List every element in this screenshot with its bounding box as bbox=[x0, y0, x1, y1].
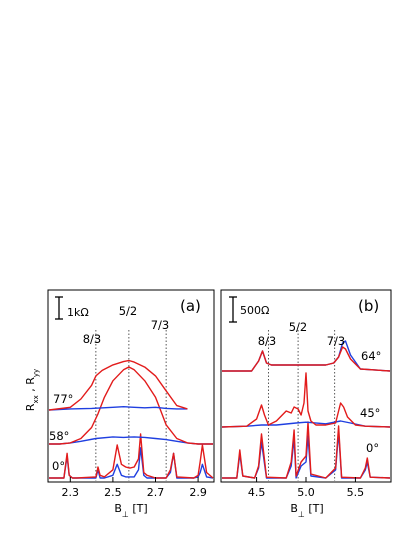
x-tick-label-a-2: 2.7 bbox=[147, 486, 165, 499]
x-axis-label-a: B⊥ [T] bbox=[114, 502, 147, 519]
x-tick-label-a-3: 2.9 bbox=[189, 486, 207, 499]
x-tick-label-b-2: 5.5 bbox=[347, 486, 365, 499]
y-axis-label: Rxx , Ryy bbox=[24, 369, 40, 411]
scale-bar-a-label: 1kΩ bbox=[67, 306, 89, 319]
fraction-label-b-7-3: 7/3 bbox=[327, 334, 346, 348]
fraction-label-a-5-2: 5/2 bbox=[119, 304, 138, 318]
panel-b-label: (b) bbox=[358, 297, 379, 315]
series-line-b-3 bbox=[221, 372, 391, 428]
series-line-a-1 bbox=[49, 433, 214, 479]
series-line-a-0 bbox=[49, 447, 214, 479]
angle-label-a-77: 77° bbox=[53, 392, 73, 406]
series-line-b-5 bbox=[222, 346, 391, 372]
panel-a-frame bbox=[47, 289, 215, 483]
panel-a-label: (a) bbox=[180, 297, 201, 315]
series-line-a-2 bbox=[49, 436, 213, 445]
angle-label-b-0: 0° bbox=[366, 441, 379, 455]
fraction-label-b-5-2: 5/2 bbox=[289, 320, 308, 334]
series-line-a-3 bbox=[49, 366, 213, 445]
series-line-a-5 bbox=[48, 359, 188, 411]
x-tick-label-b-1: 5.0 bbox=[297, 486, 315, 499]
panel-b: 4.5 5.0 5.5 500Ω (b) 8/3 5/2 7/3 64° 45° 0… bbox=[220, 289, 392, 519]
x-tick-label-a-0: 2.3 bbox=[62, 486, 80, 499]
series-line-a-4 bbox=[48, 406, 188, 411]
angle-label-a-58: 58° bbox=[49, 429, 69, 443]
angle-label-b-45: 45° bbox=[360, 406, 380, 420]
x-tick-label-a-1: 2.5 bbox=[104, 486, 122, 499]
scale-bar-b-label: 500Ω bbox=[240, 304, 269, 317]
angle-label-b-64: 64° bbox=[361, 349, 381, 363]
panel-a: 2.3 2.5 2.7 2.9 1kΩ (a) 8/3 5/2 7/3 77° 58°… bbox=[47, 289, 215, 519]
fraction-label-b-8-3: 8/3 bbox=[258, 334, 277, 348]
angle-label-a-0: 0° bbox=[52, 459, 65, 473]
fraction-label-a-7-3: 7/3 bbox=[151, 318, 170, 332]
scale-bar-b bbox=[229, 296, 237, 323]
series-line-b-1 bbox=[222, 421, 391, 479]
scale-bar-a bbox=[55, 296, 63, 320]
x-tick-label-b-0: 4.5 bbox=[248, 486, 266, 499]
fraction-label-a-8-3: 8/3 bbox=[83, 332, 102, 346]
x-axis-label-b: B⊥ [T] bbox=[290, 502, 323, 519]
